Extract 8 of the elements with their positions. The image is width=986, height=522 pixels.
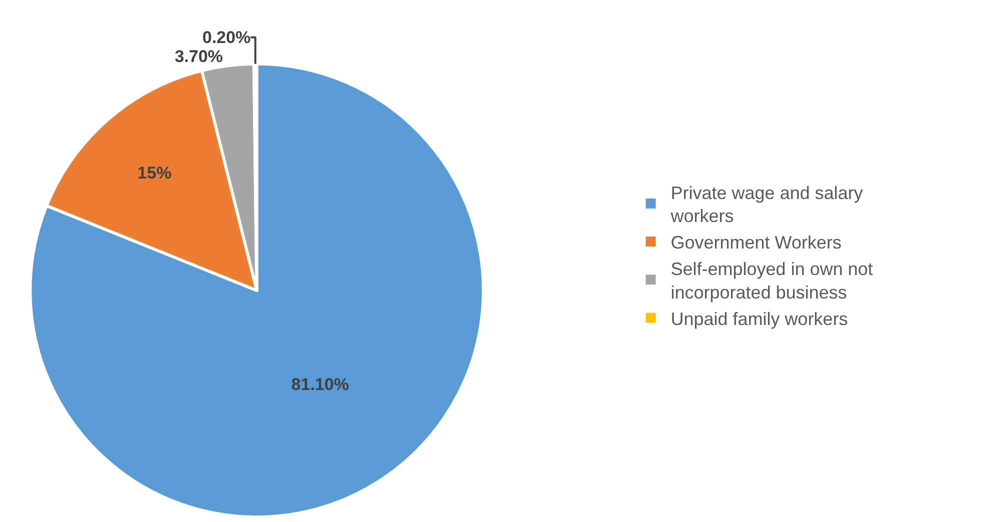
legend-label: Unpaid family workers [670,308,848,329]
legend-label: Government Workers [670,232,842,253]
data-label: 0.20% [202,28,251,47]
data-label: 81.10% [291,374,349,394]
data-label: 3.70% [174,46,223,66]
legend-label: Private wage and salary workers [670,182,863,226]
data-label: 15% [137,163,172,182]
legend-label: Self-employed in own not incorporated business [670,258,873,302]
